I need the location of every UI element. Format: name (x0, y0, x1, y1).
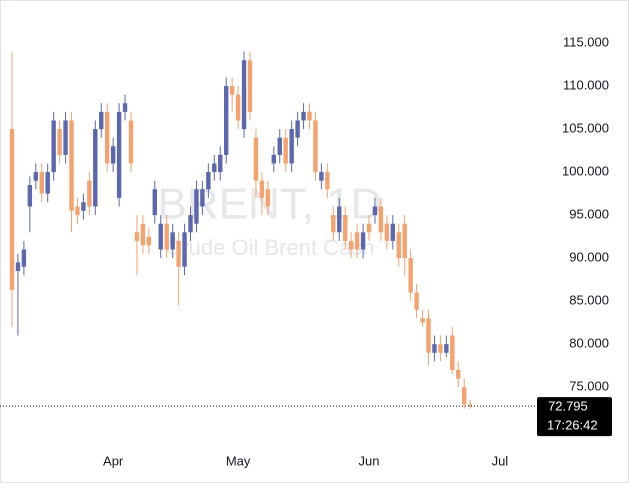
candle-body (164, 223, 169, 250)
candle-body (277, 137, 282, 155)
candle-body (366, 223, 372, 233)
candle-body (456, 369, 461, 379)
candle-body (348, 240, 354, 250)
candle-body (128, 120, 134, 164)
candle-body (146, 236, 152, 246)
y-tick-label: 85.000 (569, 293, 609, 308)
y-tick-label: 110.000 (563, 77, 609, 92)
candle-body (390, 223, 395, 241)
candle-body (241, 60, 247, 130)
candle-body (15, 262, 21, 272)
candle-body (69, 120, 74, 211)
candle-body (319, 172, 324, 181)
candle-body (170, 232, 175, 250)
candle-body (110, 146, 116, 164)
candle-body (432, 344, 437, 353)
candle-body (122, 103, 128, 112)
candle-body (158, 223, 163, 250)
candle-body (39, 172, 44, 194)
candle-body (247, 60, 253, 112)
x-tick-label: Apr (103, 453, 124, 468)
candle-body (45, 172, 50, 194)
candle-body (438, 344, 443, 353)
candle-body (467, 404, 473, 407)
candle-body (343, 215, 348, 241)
candle-body (402, 223, 407, 259)
candle-body (295, 120, 300, 138)
candle-body (450, 335, 455, 370)
x-tick-label: Jun (359, 453, 380, 468)
candle-body (33, 172, 38, 181)
candle-body (152, 189, 157, 216)
candle-body (218, 154, 223, 173)
candle-body (301, 111, 306, 121)
candle-body (87, 180, 92, 207)
candle-body (93, 129, 98, 207)
candle-body (99, 111, 104, 130)
candle-body (372, 206, 378, 216)
candle-body (188, 215, 193, 233)
candle-body (289, 129, 294, 164)
price-box (537, 397, 612, 437)
candle-body (51, 120, 56, 173)
candle-body (206, 172, 211, 190)
candle-body (462, 387, 467, 405)
candle-body (408, 258, 413, 293)
candle-body (229, 86, 235, 95)
candle-body (105, 111, 110, 164)
candle-body (378, 206, 384, 233)
candle-body (271, 154, 276, 164)
x-tick-label: May (226, 453, 251, 468)
candle-body (57, 129, 62, 155)
candle-body (307, 111, 312, 121)
candle-body (81, 202, 86, 211)
candle-body (444, 344, 449, 353)
candle-body (134, 232, 140, 241)
candle-body (21, 249, 27, 267)
x-tick-label: Jul (492, 453, 509, 468)
candle-body (200, 189, 205, 207)
y-tick-label: 80.000 (569, 336, 609, 351)
candle-body (313, 120, 318, 173)
candle-body (259, 180, 265, 198)
y-tick-label: 75.000 (569, 379, 609, 394)
y-tick-label: 90.000 (569, 250, 609, 265)
candle-body (212, 163, 217, 173)
candle-body (331, 215, 336, 233)
candle-body (414, 292, 419, 310)
candle-body (420, 318, 425, 323)
candle-body (63, 120, 68, 155)
candle-body (360, 232, 366, 250)
candle-body (182, 232, 187, 267)
candle-body (194, 189, 199, 224)
countdown-label: 17:26:42 (547, 418, 598, 433)
candle-body (9, 129, 15, 290)
candle-body (224, 86, 229, 155)
candle-body (253, 137, 259, 181)
candle-body (337, 206, 342, 233)
y-tick-label: 100.000 (562, 164, 609, 179)
candle-body (116, 111, 122, 198)
y-tick-label: 95.000 (569, 207, 609, 222)
candle-body (235, 94, 241, 121)
candle-body (140, 223, 146, 246)
candle-body (426, 318, 431, 353)
candle-body (283, 137, 288, 164)
candle-body (265, 189, 271, 207)
candle-body (325, 172, 330, 190)
candle-body (384, 223, 390, 241)
frame (0, 0, 629, 483)
candle-body (27, 184, 33, 207)
candle-body (75, 206, 80, 216)
last-price-label: 72.795 (548, 399, 588, 414)
y-tick-label: 115.000 (563, 34, 609, 49)
candle-body (354, 232, 360, 250)
candle-body (396, 232, 401, 259)
y-tick-label: 105.000 (562, 121, 609, 136)
candle-body (176, 240, 181, 267)
